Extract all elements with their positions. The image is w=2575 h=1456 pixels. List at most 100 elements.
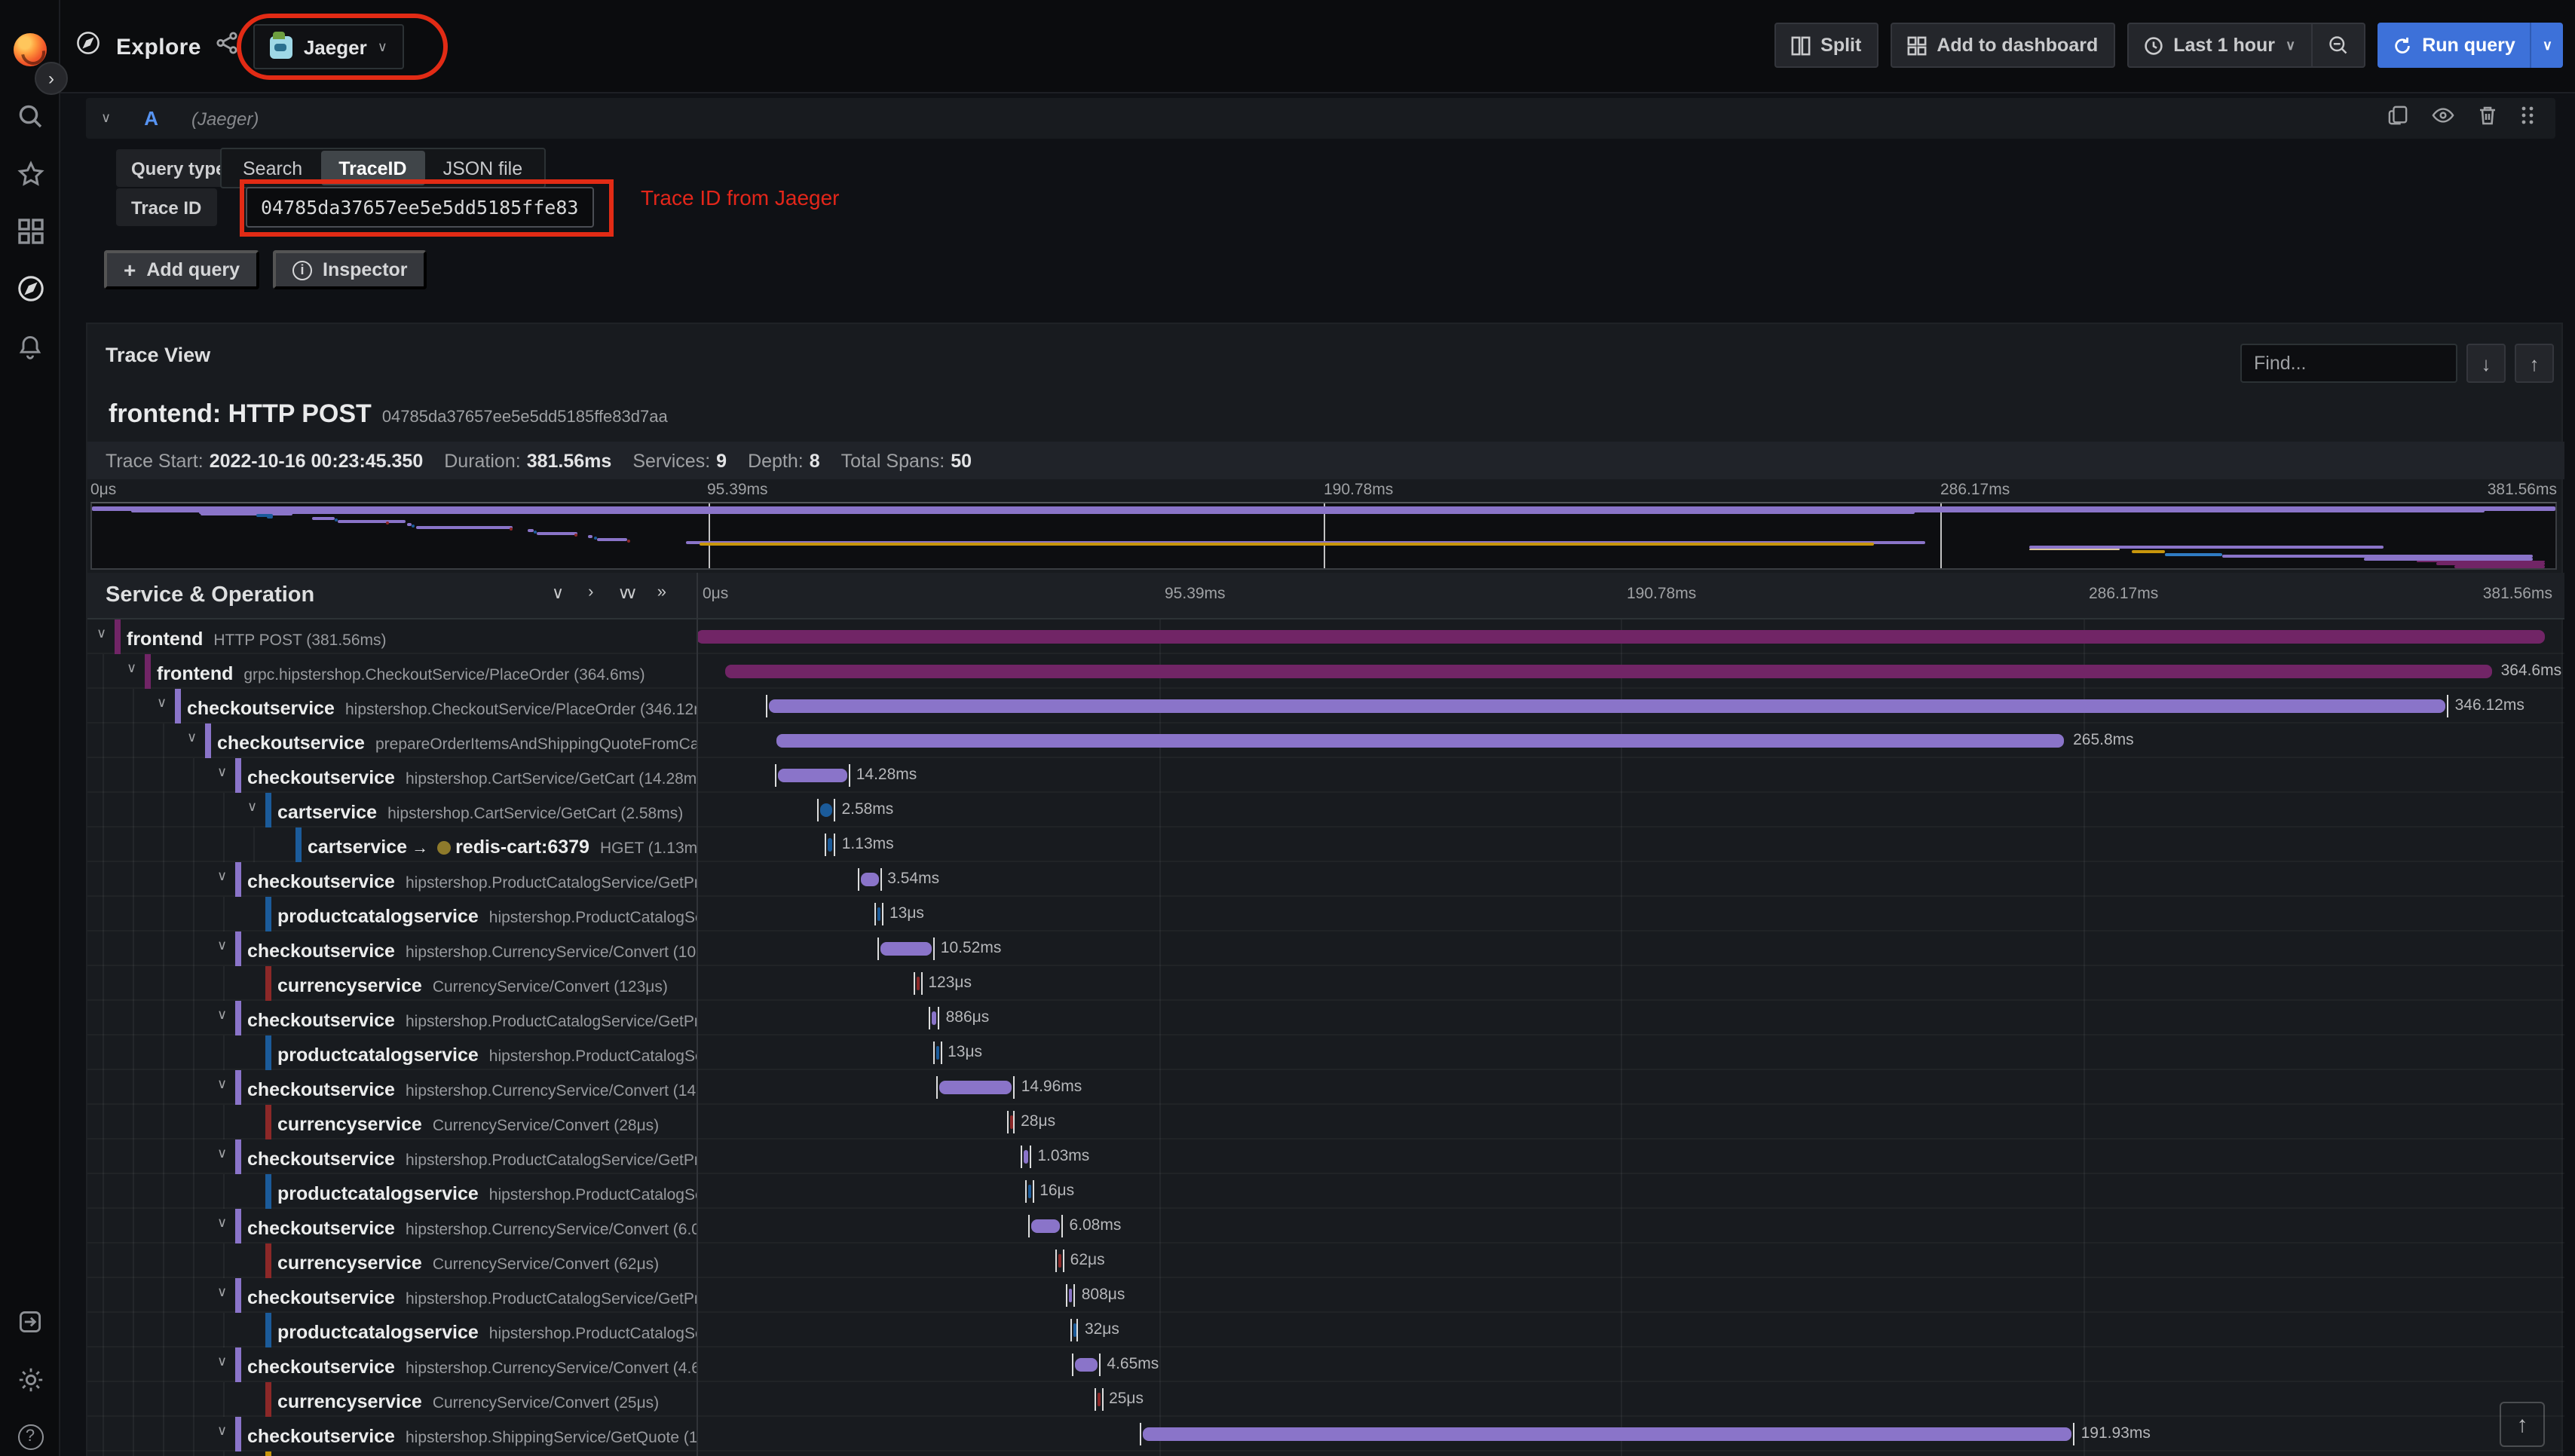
alerting-bell-icon[interactable] <box>0 324 60 369</box>
trace-row[interactable]: currencyservice CurrencyService/Convert (… <box>87 966 2564 1001</box>
span-name-cell[interactable]: ∨ checkoutservice hipstershop.ProductCatal… <box>87 1139 697 1174</box>
span-duration-bar[interactable] <box>1058 1254 1062 1268</box>
span-name-cell[interactable]: currencyservice CurrencyService/Convert (… <box>87 1382 697 1417</box>
span-name-cell[interactable]: ∨ frontend grpc.hipstershop.CheckoutServic… <box>87 654 697 689</box>
span-duration-bar[interactable] <box>776 734 2065 748</box>
drag-handle-icon[interactable] <box>2521 105 2534 132</box>
collapse-one-icon[interactable]: ∨ <box>552 585 565 603</box>
scroll-to-top-button[interactable]: ↑ <box>2500 1402 2545 1447</box>
run-query-dropdown[interactable]: ∨ <box>2531 23 2563 68</box>
find-prev-button[interactable]: ↑ <box>2515 344 2554 383</box>
help-icon[interactable]: ? <box>0 1414 60 1456</box>
trace-row[interactable]: currencyservice CurrencyService/Convert (… <box>87 1105 2564 1139</box>
row-chevron-icon[interactable]: ∨ <box>247 799 258 814</box>
trace-row[interactable]: ∨ checkoutservice hipstershop.ProductCatal… <box>87 862 2564 897</box>
trace-row[interactable]: ∨ checkoutservice hipstershop.CurrencyServ… <box>87 1070 2564 1105</box>
add-to-dashboard-button[interactable]: Add to dashboard <box>1890 23 2115 68</box>
span-name-cell[interactable]: currencyservice CurrencyService/Convert (… <box>87 1105 697 1139</box>
trace-row[interactable]: ∨ checkoutservice hipstershop.CurrencyServ… <box>87 1347 2564 1382</box>
span-name-cell[interactable]: productcatalogservice hipstershop.Product… <box>87 1174 697 1209</box>
dashboards-icon[interactable] <box>0 208 60 253</box>
span-name-cell[interactable]: cartservice→ redis-cart:6379 HGET (1.13ms) <box>87 827 697 862</box>
span-duration-bar[interactable] <box>861 873 879 886</box>
span-name-cell[interactable]: productcatalogservice hipstershop.Product… <box>87 897 697 931</box>
datasource-picker[interactable]: Jaeger ∨ <box>253 24 404 69</box>
span-name-cell[interactable]: ∨ checkoutservice hipstershop.CurrencyServ… <box>87 1070 697 1105</box>
span-duration-bar[interactable] <box>1030 1219 1061 1233</box>
trace-row[interactable]: ∨ checkoutservice hipstershop.ShippingServ… <box>87 1417 2564 1451</box>
sign-in-icon[interactable] <box>0 1299 60 1344</box>
span-name-cell[interactable]: ∨ checkoutservice hipstershop.ProductCatal… <box>87 1001 697 1035</box>
span-name-cell[interactable]: ∨ checkoutservice hipstershop.ProductCatal… <box>87 1278 697 1313</box>
span-duration-bar[interactable] <box>917 977 920 990</box>
trace-row[interactable]: currencyservice CurrencyService/Convert (… <box>87 1243 2564 1278</box>
sidebar-expand-button[interactable]: › <box>35 62 68 95</box>
span-duration-bar[interactable] <box>1009 1115 1013 1129</box>
duplicate-query-icon[interactable] <box>2388 105 2408 132</box>
row-chevron-icon[interactable]: ∨ <box>217 1146 228 1161</box>
inspector-button[interactable]: i Inspector <box>273 250 427 289</box>
tab-json-file[interactable]: JSON file <box>442 158 523 179</box>
trace-row[interactable]: ∨ checkoutservice hipstershop.CurrencyServ… <box>87 931 2564 966</box>
toggle-visibility-eye-icon[interactable] <box>2432 105 2454 132</box>
tab-traceid[interactable]: TraceID <box>320 151 425 185</box>
row-chevron-icon[interactable]: ∨ <box>187 730 197 745</box>
explore-compass-icon[interactable] <box>0 265 60 310</box>
trace-row[interactable]: currencyservice CurrencyService/Convert (… <box>87 1382 2564 1417</box>
trace-id-input[interactable] <box>246 187 594 228</box>
span-name-cell[interactable]: ∨ checkoutservice prepareOrderItemsAndShip… <box>87 723 697 758</box>
run-query-button[interactable]: Run query <box>2377 23 2532 68</box>
query-row-header[interactable]: ∨ A (Jaeger) <box>86 98 2555 139</box>
span-duration-bar[interactable] <box>939 1081 1012 1094</box>
span-name-cell[interactable]: ∨ checkoutservice hipstershop.CheckoutServ… <box>87 689 697 723</box>
row-chevron-icon[interactable]: ∨ <box>127 660 137 675</box>
span-duration-bar[interactable] <box>1098 1393 1101 1406</box>
trace-row[interactable]: ∨ checkoutservice hipstershop.ProductCatal… <box>87 1001 2564 1035</box>
add-query-button[interactable]: + Add query <box>104 250 259 289</box>
trace-row[interactable]: ∨ checkoutservice hipstershop.ProductCatal… <box>87 1278 2564 1313</box>
span-name-cell[interactable]: productcatalogservice hipstershop.Product… <box>87 1313 697 1347</box>
span-name-cell[interactable]: ∨shippingserviceget-quote (181.98ms) <box>87 1451 697 1456</box>
span-duration-bar[interactable] <box>1028 1185 1032 1198</box>
span-duration-bar[interactable] <box>880 942 932 956</box>
share-icon[interactable] <box>216 32 239 62</box>
search-icon[interactable] <box>0 93 60 139</box>
trace-row[interactable]: ∨ checkoutservice hipstershop.CurrencyServ… <box>87 1209 2564 1243</box>
trace-row[interactable]: ∨ checkoutservice hipstershop.CheckoutServ… <box>87 689 2564 723</box>
row-chevron-icon[interactable]: ∨ <box>157 695 167 710</box>
time-range-picker[interactable]: Last 1 hour ∨ <box>2126 23 2313 68</box>
span-name-cell[interactable]: productcatalogservice hipstershop.Product… <box>87 1035 697 1070</box>
find-input[interactable] <box>2240 344 2457 383</box>
trace-minimap[interactable] <box>90 502 2557 570</box>
trace-row[interactable]: ∨ checkoutservice prepareOrderItemsAndShip… <box>87 723 2564 758</box>
trace-row[interactable]: ∨ cartservice hipstershop.CartService/GetC… <box>87 793 2564 827</box>
span-name-cell[interactable]: ∨ checkoutservice hipstershop.CurrencyServ… <box>87 931 697 966</box>
row-chevron-icon[interactable]: ∨ <box>217 1007 228 1022</box>
span-duration-bar[interactable] <box>1073 1323 1076 1337</box>
trace-row[interactable]: ∨ checkoutservice hipstershop.ProductCatal… <box>87 1139 2564 1174</box>
collapse-chevron-icon[interactable]: ∨ <box>101 110 112 125</box>
span-duration-bar[interactable] <box>827 838 833 852</box>
starred-icon[interactable] <box>0 151 60 196</box>
row-chevron-icon[interactable]: ∨ <box>96 626 107 641</box>
span-name-cell[interactable]: ∨ checkoutservice hipstershop.ProductCatal… <box>87 862 697 897</box>
row-chevron-icon[interactable]: ∨ <box>217 1284 228 1299</box>
span-name-cell[interactable]: currencyservice CurrencyService/Convert (… <box>87 1243 697 1278</box>
row-chevron-icon[interactable]: ∨ <box>217 868 228 883</box>
row-chevron-icon[interactable]: ∨ <box>217 1423 228 1438</box>
span-duration-bar[interactable] <box>819 803 833 817</box>
time-zoom-out-button[interactable] <box>2312 23 2365 68</box>
expand-one-icon[interactable]: › <box>588 583 594 601</box>
trace-row[interactable]: ∨ frontend grpc.hipstershop.CheckoutServic… <box>87 654 2564 689</box>
row-chevron-icon[interactable]: ∨ <box>217 1354 228 1369</box>
row-chevron-icon[interactable]: ∨ <box>217 938 228 953</box>
span-duration-bar[interactable] <box>725 665 2492 678</box>
trace-row[interactable]: ∨ checkoutservice hipstershop.CartService/… <box>87 758 2564 793</box>
span-duration-bar[interactable] <box>936 1046 940 1060</box>
find-next-button[interactable]: ↓ <box>2466 344 2506 383</box>
trace-row[interactable]: productcatalogservice hipstershop.Product… <box>87 1035 2564 1070</box>
trace-row[interactable]: ∨ frontend HTTP POST (381.56ms) <box>87 619 2564 654</box>
collapse-all-icon[interactable]: ∨∨ <box>617 585 637 603</box>
span-name-cell[interactable]: ∨ frontend HTTP POST (381.56ms) <box>87 619 697 654</box>
span-name-cell[interactable]: currencyservice CurrencyService/Convert (… <box>87 966 697 1001</box>
